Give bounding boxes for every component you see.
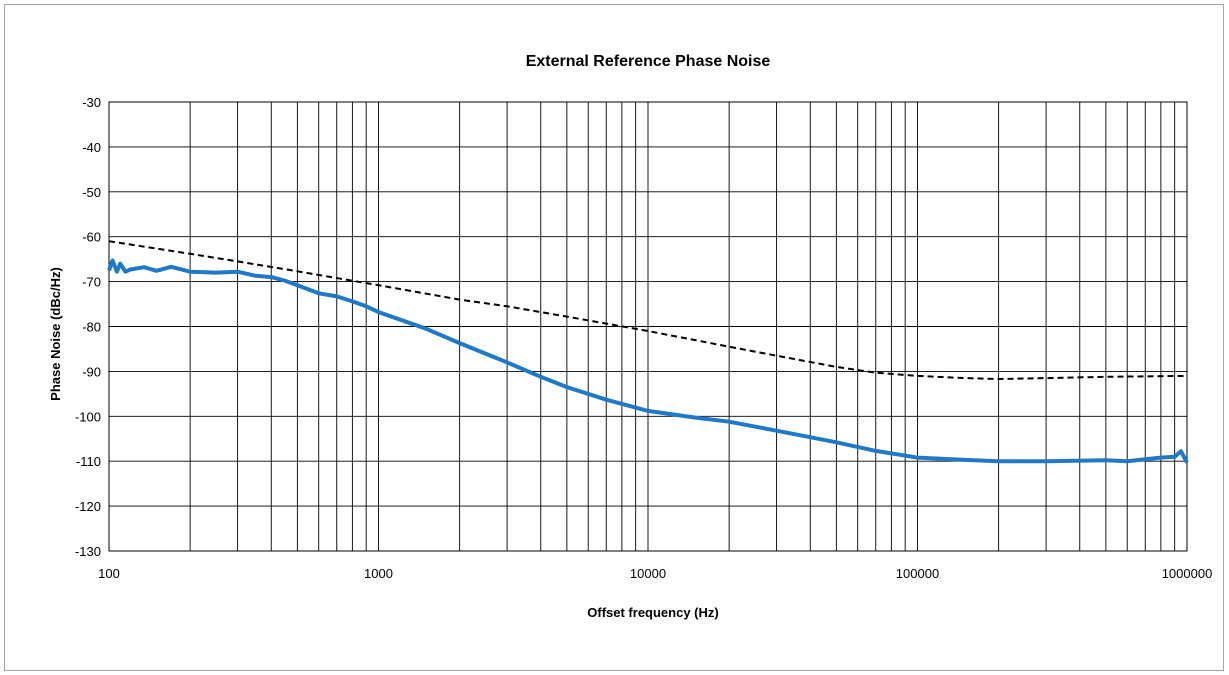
y-tick-label: -130 bbox=[75, 544, 101, 559]
y-tick-label: -110 bbox=[76, 454, 101, 469]
tick-labels: -30 -40 -50 -60 -70 -80 -90 -100 -110 -120 -130 100… bbox=[75, 95, 1212, 581]
y-tick-label: -80 bbox=[82, 320, 101, 335]
chart-title: External Reference Phase Noise bbox=[526, 53, 771, 70]
y-tick-label: -90 bbox=[82, 364, 101, 379]
y-tick-label: -60 bbox=[82, 230, 101, 245]
measured-phase-noise-line bbox=[107, 258, 1189, 464]
y-axis-title: Phase Noise (dBc/Hz) bbox=[48, 267, 63, 401]
x-tick-label: 1000 bbox=[364, 566, 393, 581]
plot-area-border bbox=[108, 101, 1188, 552]
y-tick-label: -30 bbox=[82, 95, 101, 110]
chart-frame: External Reference Phase Noise -30 -40 -50… bbox=[4, 4, 1224, 671]
x-axis-title: Offset frequency (Hz) bbox=[587, 605, 718, 620]
x-tick-label: 10000 bbox=[630, 566, 666, 581]
y-tick-label: -100 bbox=[75, 409, 101, 424]
phase-noise-chart: External Reference Phase Noise -30 -40 -50… bbox=[48, 53, 1212, 620]
y-tick-label: -50 bbox=[82, 185, 101, 200]
x-tick-label: 100000 bbox=[896, 566, 939, 581]
y-tick-label: -120 bbox=[75, 499, 101, 514]
y-tick-label: -70 bbox=[82, 275, 101, 290]
grid-lines bbox=[108, 101, 1188, 552]
y-tick-label: -40 bbox=[82, 140, 101, 155]
spec-limit-dashed-line bbox=[108, 240, 1188, 380]
series-layer bbox=[107, 240, 1189, 464]
x-tick-label: 1000000 bbox=[1162, 566, 1213, 581]
x-tick-label: 100 bbox=[98, 566, 120, 581]
